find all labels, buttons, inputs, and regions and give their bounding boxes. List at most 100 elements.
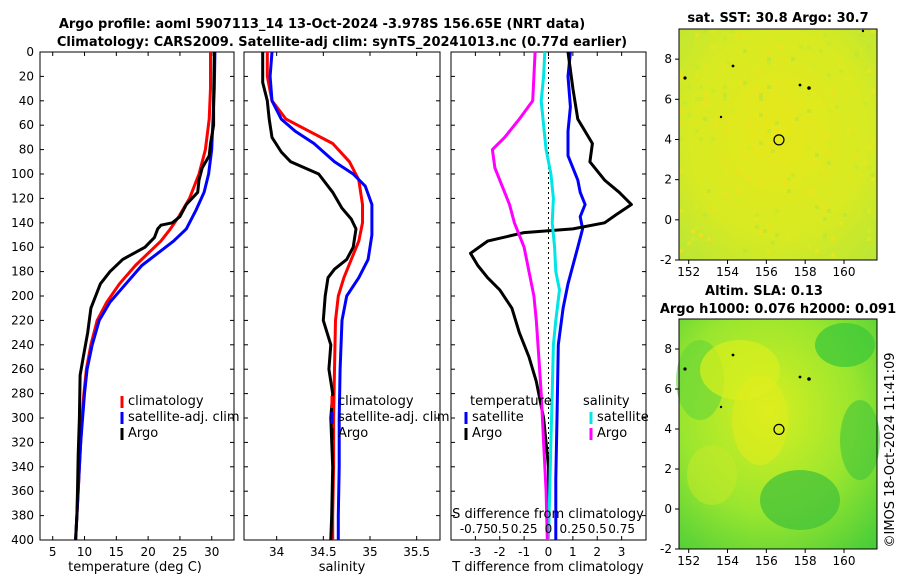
sst-pixel <box>727 53 731 57</box>
sst-pixel <box>775 81 779 85</box>
temperature-legend: climatology satellite-adj. clim Argo <box>120 394 240 441</box>
sst-pixel <box>687 113 691 117</box>
sst-pixel <box>839 221 843 225</box>
map-x-tick-label: 160 <box>833 554 856 568</box>
salinity-legend: climatology satellite-adj. clim Argo <box>330 394 450 441</box>
sst-pixel <box>727 81 731 85</box>
legend-satellite: satellite-adj. clim <box>128 410 240 425</box>
sst-map-title: sat. SST: 30.8 Argo: 30.7 <box>687 11 868 26</box>
sst-pixel <box>771 93 775 97</box>
sst-pixel <box>767 225 771 229</box>
sst-pixel <box>787 189 791 193</box>
sst-pixel <box>827 73 831 77</box>
sst-pixel <box>823 89 827 93</box>
legend-header-salinity: salinity <box>583 394 630 409</box>
sst-pixel <box>707 109 711 113</box>
argo-location-marker <box>773 423 785 435</box>
sst-pixel <box>687 241 691 245</box>
sst-pixel <box>851 133 855 137</box>
sst-pixel <box>791 105 795 109</box>
sst-pixel <box>783 101 787 105</box>
sst-pixel <box>723 97 727 101</box>
sst-pixel <box>867 237 871 241</box>
depth-tick-label: 280 <box>11 387 34 401</box>
depth-tick-label: 400 <box>11 533 34 547</box>
series-satellite-adj-clim <box>74 51 217 541</box>
sla-map-title-line1: Altim. SLA: 0.13 <box>705 284 823 299</box>
island-marker <box>798 83 802 87</box>
sst-pixel <box>799 45 803 49</box>
sst-pixel <box>767 145 771 149</box>
sla-field-patches <box>676 323 880 530</box>
sst-pixel <box>823 33 827 37</box>
sst-pixel <box>787 237 791 241</box>
sst-pixel <box>723 181 727 185</box>
sst-pixel <box>723 93 727 97</box>
sst-pixel <box>771 193 775 197</box>
sst-pixel <box>707 237 711 241</box>
sst-pixel <box>739 217 743 221</box>
depth-tick-label: 300 <box>11 411 34 425</box>
sst-pixel <box>683 101 687 105</box>
salinity-diff-xlabel: S difference from climatology <box>452 507 644 522</box>
sst-pixel <box>679 249 683 253</box>
sst-pixel <box>855 153 859 157</box>
x-tick-label: 34.5 <box>310 545 337 559</box>
map-x-tick-label: 158 <box>794 265 817 279</box>
sst-pixel <box>851 105 855 109</box>
x2-tick-label: 0 <box>545 522 553 536</box>
sst-pixel <box>759 113 763 117</box>
sst-pixel <box>871 89 875 93</box>
sst-pixel <box>819 101 823 105</box>
sst-pixel <box>799 113 803 117</box>
sst-pixel <box>783 181 787 185</box>
sst-pixel <box>703 53 707 57</box>
sst-pixel <box>823 133 827 137</box>
depth-tick-label: 360 <box>11 484 34 498</box>
sst-pixel <box>703 65 707 69</box>
island-marker <box>683 76 687 80</box>
sst-pixel <box>811 237 815 241</box>
sst-pixel <box>871 221 875 225</box>
sst-pixel <box>807 189 811 193</box>
series-t-argo <box>469 51 633 540</box>
x2-tick-label: 0.5 <box>490 522 509 536</box>
sst-pixel <box>699 129 703 133</box>
temperature-xlabel: temperature (deg C) <box>68 560 202 575</box>
sst-pixel <box>787 69 791 73</box>
sst-pixel <box>711 181 715 185</box>
sst-pixel <box>859 49 863 53</box>
island-marker <box>861 29 865 33</box>
sst-pixel <box>743 33 747 37</box>
sst-pixel <box>747 73 751 77</box>
map-y-tick-label: -2 <box>660 253 672 267</box>
sst-pixel <box>759 97 763 101</box>
map-y-tick-label: 8 <box>664 342 672 356</box>
sst-pixel <box>811 65 815 69</box>
sst-pixel <box>755 89 759 93</box>
sst-pixel <box>763 229 767 233</box>
sst-pixel <box>787 137 791 141</box>
sst-pixel <box>691 229 695 233</box>
sst-pixel <box>871 173 875 177</box>
sst-pixel <box>679 137 683 141</box>
sst-pixel <box>775 233 779 237</box>
sst-pixel <box>695 129 699 133</box>
sst-pixel <box>871 177 875 181</box>
sst-pixel <box>803 177 807 181</box>
depth-tick-label: 0 <box>26 45 34 59</box>
map-y-tick-label: 4 <box>664 132 672 146</box>
x2-tick-label: -0.75 <box>460 522 491 536</box>
legend-header-temperature: temperature <box>470 394 552 409</box>
sst-pixel <box>695 193 699 197</box>
sst-pixel <box>723 197 727 201</box>
sst-pixel <box>687 85 691 89</box>
sst-pixel <box>803 57 807 61</box>
sst-pixel <box>763 45 767 49</box>
sst-pixel <box>847 129 851 133</box>
temperature-diff-xlabel: T difference from climatology <box>451 560 644 575</box>
sst-pixel <box>819 161 823 165</box>
x-tick-label: 25 <box>172 545 187 559</box>
sst-pixel <box>779 97 783 101</box>
x-tick-label: 10 <box>77 545 92 559</box>
